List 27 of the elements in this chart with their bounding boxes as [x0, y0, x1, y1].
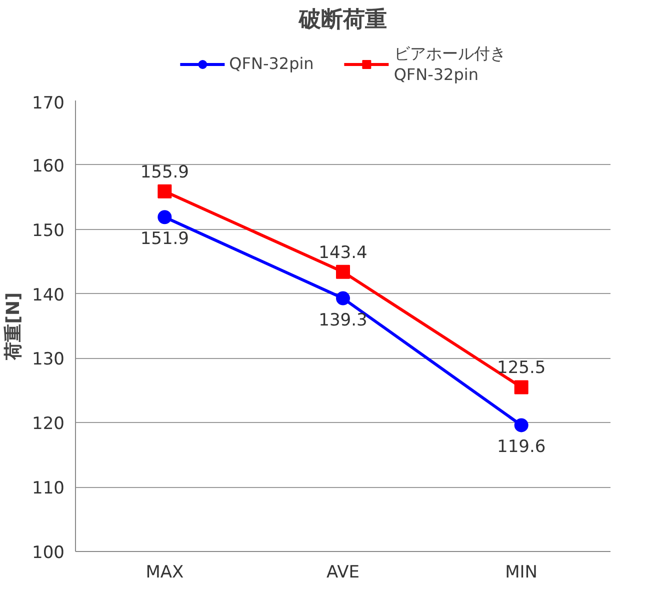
chart-title: 破断荷重: [298, 8, 387, 32]
y-tick-label: 110: [32, 478, 65, 499]
x-tick-label: MAX: [146, 562, 184, 582]
x-tick-label: AVE: [326, 562, 360, 582]
data-label: 151.9: [140, 229, 190, 250]
y-tick-label: 120: [32, 414, 65, 434]
point: [514, 380, 528, 394]
point: [158, 184, 172, 198]
y-tick-label: 150: [32, 220, 65, 241]
y-tick-label: 140: [32, 285, 65, 306]
y-tick-label: 100: [32, 543, 65, 563]
y-tick-label: 130: [32, 350, 65, 370]
x-tick-label: MIN: [505, 562, 538, 582]
y-tick-label: 170: [32, 94, 65, 114]
data-label: 155.9: [140, 162, 190, 182]
point: [336, 264, 350, 279]
data-label: 143.4: [318, 242, 368, 263]
data-label: 139.3: [318, 310, 368, 330]
point: [336, 291, 350, 306]
point: [514, 418, 528, 432]
y-tick-label: 160: [32, 156, 65, 176]
point: [158, 210, 172, 224]
y-axis-title: 荷重[N]: [3, 292, 24, 361]
data-label: 125.5: [497, 358, 546, 378]
legend-label: ビアホール付き QFN-32pin: [394, 44, 506, 84]
data-label: 119.6: [497, 437, 546, 458]
legend-label: QFN-32pin: [229, 54, 314, 73]
